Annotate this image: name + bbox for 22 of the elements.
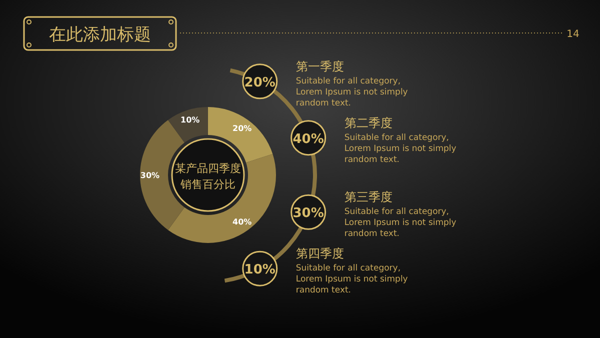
data-label: 20% <box>232 124 252 133</box>
data-label: 10% <box>180 116 200 125</box>
text: Suitable for all category, Lorem Ipsum is not simply random text. <box>296 264 408 296</box>
text: 14 <box>566 29 580 40</box>
text: Suitable for all category, Lorem Ipsum is not simply random text. <box>344 132 456 165</box>
text: Suitable for all category, Lorem Ipsum is not simply random text. <box>344 207 456 240</box>
donut-slice <box>168 107 208 143</box>
data-label: 40% <box>232 218 252 227</box>
text: 40% <box>292 132 324 147</box>
text: 第四季度 <box>296 246 344 261</box>
text: 10% <box>244 262 276 278</box>
text: 第二季度 <box>344 116 392 130</box>
text: 20% <box>244 75 276 90</box>
data-label: 30% <box>140 170 160 180</box>
text: 某产品四季度销售百分比 <box>175 162 241 191</box>
donut-slice <box>208 107 273 163</box>
text: 30% <box>292 206 324 222</box>
text: 第一季度 <box>296 59 344 74</box>
text: 第三季度 <box>344 190 392 204</box>
text: Suitable for all category, Lorem Ipsum is not simply random text. <box>296 76 408 108</box>
chart-title: 在此添加标题 <box>49 25 151 45</box>
donut-slice <box>168 154 276 243</box>
